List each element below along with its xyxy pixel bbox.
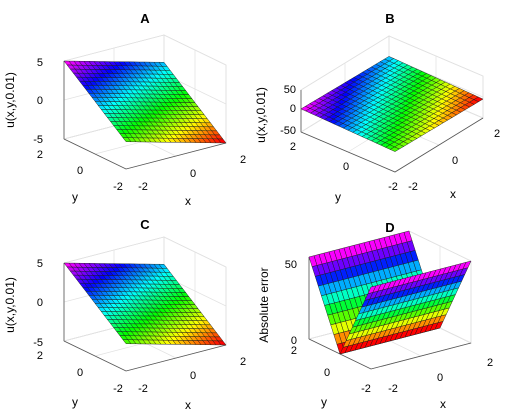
panel-b-x-tick-2: 2 — [494, 128, 500, 140]
surface-cell — [217, 340, 227, 346]
panel-d-z-tick-top: 50 — [285, 259, 297, 271]
panel-b-y-tick-0: 0 — [343, 161, 349, 173]
xy-axis-line — [63, 340, 227, 372]
grid-line-z — [63, 34, 227, 66]
panel-a: A u(x,y,0.01) x y 5 0 -5 2 0 -2 -2 0 2 — [3, 11, 246, 208]
panel-c-x-tick-neg2: -2 — [138, 383, 148, 395]
panel-b-y-label: y — [335, 190, 341, 204]
panel-b-title: B — [385, 11, 394, 26]
panel-a-z-label: u(x,y,0.01) — [3, 72, 17, 128]
panel-c-surface — [63, 262, 227, 346]
panel-c-y-label: y — [72, 395, 78, 409]
surface-cell — [462, 260, 472, 270]
panel-d-x-label: x — [440, 397, 446, 411]
grid-line-z — [63, 236, 227, 268]
panel-a-z-tick-mid: 0 — [37, 95, 43, 107]
panel-d-y-label: y — [321, 395, 327, 409]
panel-b-x-tick-0: 0 — [452, 155, 458, 167]
panel-d-y-tick-neg2: -2 — [361, 383, 371, 395]
panel-a-y-tick-2: 2 — [37, 149, 43, 161]
surface-cell — [473, 96, 484, 102]
panel-b-z-tick-top: 50 — [284, 84, 296, 96]
surface-cell — [217, 138, 227, 144]
panel-a-title: A — [140, 11, 150, 26]
panel-b-x-label: x — [450, 187, 456, 201]
panel-d-surface — [308, 230, 472, 355]
panel-c-z-tick-top: 5 — [37, 258, 43, 270]
panel-a-x-label: x — [185, 194, 191, 208]
panel-a-surface — [63, 60, 227, 144]
panel-c-x-tick-0: 0 — [190, 370, 196, 382]
panel-b-z-label: u(x,y,0.01) — [254, 87, 268, 143]
xy-axis-line — [308, 338, 472, 370]
xy-axis-line — [300, 117, 484, 173]
panel-d-y-tick-0: 0 — [324, 367, 330, 379]
panel-d-x-tick-2: 2 — [487, 357, 493, 369]
panel-c-y-tick-neg2: -2 — [113, 383, 123, 395]
panel-c-x-label: x — [185, 398, 191, 412]
panel-d-x-tick-neg2: -2 — [388, 383, 398, 395]
panel-a-x-tick-2: 2 — [240, 154, 246, 166]
panel-a-y-tick-0: 0 — [77, 165, 83, 177]
panel-a-x-tick-neg2: -2 — [138, 181, 148, 193]
panel-b-y-tick-2: 2 — [290, 141, 296, 153]
panel-c: C u(x,y,0.01) x y 5 0 -5 2 0 -2 -2 0 2 — [3, 217, 246, 412]
panel-d: D Absolute error x y 50 0 2 0 -2 -2 0 2 — [257, 220, 493, 411]
panel-b-z-tick-mid: 0 — [290, 103, 296, 115]
panel-c-z-tick-bottom: -5 — [33, 337, 43, 349]
panel-c-z-tick-mid: 0 — [37, 297, 43, 309]
panel-b-z-tick-bottom: -50 — [280, 125, 296, 137]
panel-c-y-tick-0: 0 — [77, 367, 83, 379]
panel-c-x-tick-2: 2 — [240, 356, 246, 368]
panel-b-surface — [300, 56, 484, 152]
panel-b-y-tick-neg2: -2 — [388, 181, 398, 193]
panel-a-x-tick-0: 0 — [190, 168, 196, 180]
panel-d-z-tick-bottom: 0 — [291, 335, 297, 347]
panel-d-x-tick-0: 0 — [437, 372, 443, 384]
panel-b: B u(x,y,0.01) x y 50 0 -50 2 0 -2 -2 0 2 — [254, 11, 500, 204]
panel-a-y-tick-neg2: -2 — [113, 181, 123, 193]
panel-b-x-tick-neg2: -2 — [408, 181, 418, 193]
grid-line-z — [300, 35, 484, 91]
panel-d-y-tick-2: 2 — [291, 345, 297, 357]
panel-c-title: C — [140, 217, 150, 232]
panel-a-y-label: y — [72, 190, 78, 204]
panel-d-z-label: Absolute error — [257, 267, 271, 342]
panel-d-title: D — [385, 220, 394, 235]
panel-a-z-tick-bottom: -5 — [33, 134, 43, 146]
panel-c-z-label: u(x,y,0.01) — [3, 277, 17, 333]
panel-a-z-tick-top: 5 — [37, 57, 43, 69]
xy-axis-line — [63, 138, 227, 170]
panel-c-y-tick-2: 2 — [37, 350, 43, 362]
